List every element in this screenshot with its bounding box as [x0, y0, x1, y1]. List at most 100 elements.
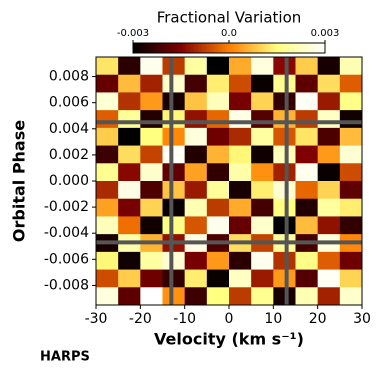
colorbar-swatch	[187, 43, 190, 53]
heatmap-cell	[339, 251, 363, 271]
colorbar-swatch	[137, 43, 140, 53]
colorbar-swatch	[163, 43, 166, 53]
heatmap-cell	[251, 251, 274, 271]
heatmap-cell	[162, 127, 186, 147]
colorbar-swatch	[199, 43, 202, 53]
y-tick-label: 0.002	[49, 147, 89, 163]
colorbar-swatch	[195, 43, 198, 53]
heatmap-cell	[229, 216, 252, 235]
colorbar-swatch	[309, 43, 312, 53]
colorbar-swatch	[159, 43, 162, 53]
colorbar-swatch	[227, 43, 230, 53]
colorbar-swatch	[203, 43, 206, 53]
heatmap-cell	[295, 181, 319, 200]
heatmap-cell	[295, 74, 319, 93]
colorbar-swatch	[135, 43, 138, 53]
heatmap-cell	[140, 74, 163, 93]
colorbar-swatch	[173, 43, 176, 53]
heatmap-cell	[184, 74, 208, 93]
heatmap-cell	[162, 74, 186, 93]
heatmap-cell	[317, 74, 341, 93]
colorbar-swatch	[307, 43, 310, 53]
colorbar-swatch	[297, 43, 300, 53]
heatmap-cell	[251, 216, 274, 235]
heatmap-cell	[229, 110, 252, 129]
heatmap-cell	[295, 127, 319, 147]
colorbar-swatch	[217, 43, 220, 53]
heatmap-cell	[339, 92, 363, 111]
heatmap-cell	[317, 92, 341, 111]
heatmap-cell	[140, 127, 163, 147]
colorbar-swatch	[279, 43, 282, 53]
colorbar-swatch	[181, 43, 184, 53]
heatmap-cell	[251, 92, 274, 111]
heatmap-cell	[295, 110, 319, 129]
colorbar-swatch	[171, 43, 174, 53]
heatmap-cell	[251, 74, 274, 93]
heatmap-cell	[229, 269, 252, 288]
colorbar-swatch	[275, 43, 278, 53]
colorbar-swatch	[247, 43, 250, 53]
heatmap-cell	[229, 74, 252, 93]
heatmap-cell	[162, 287, 186, 306]
heatmap-cell	[317, 57, 341, 76]
colorbar-swatch	[193, 43, 196, 53]
colorbar-swatch	[209, 43, 212, 53]
heatmap-cell	[162, 216, 186, 235]
colorbar-swatch	[185, 43, 188, 53]
colorbar-swatch	[243, 43, 246, 53]
heatmap-cell	[184, 216, 208, 235]
colorbar-swatch	[301, 43, 304, 53]
colorbar-swatch	[205, 43, 208, 53]
heatmap-cell	[140, 198, 163, 217]
annotation: HARPS	[40, 350, 90, 365]
colorbar-swatch	[251, 43, 254, 53]
heatmap-cell	[184, 127, 208, 147]
colorbar-swatch	[311, 43, 314, 53]
heatmap-cell	[229, 92, 252, 111]
heatmap-cell	[162, 110, 186, 129]
heatmap-cell	[339, 181, 363, 200]
colorbar-swatch	[241, 43, 244, 53]
heatmap-cell	[162, 198, 186, 217]
heatmap-cell	[118, 92, 141, 111]
colorbar-swatch	[287, 43, 290, 53]
colorbar-swatch	[225, 43, 228, 53]
colorbar-swatch	[175, 43, 178, 53]
colorbar-swatch	[299, 43, 302, 53]
heatmap-cell	[339, 74, 363, 93]
colorbar-swatch	[269, 43, 272, 53]
x-tick-label: -10	[173, 311, 196, 327]
heatmap-cell	[96, 74, 119, 93]
colorbar-swatch	[249, 43, 252, 53]
heatmap-cell	[118, 287, 141, 306]
heatmap-cell	[206, 269, 230, 288]
colorbar-swatch	[259, 43, 262, 53]
colorbar-swatch	[289, 43, 292, 53]
heatmap-cell	[295, 251, 319, 271]
heatmap-cell	[118, 198, 141, 217]
colorbar-swatch	[291, 43, 294, 53]
heatmap-cell	[184, 251, 208, 271]
heatmap-cell	[140, 145, 163, 164]
colorbar-swatch	[215, 43, 218, 53]
y-tick-label: 0.006	[49, 95, 89, 111]
heatmap-cell	[96, 269, 119, 288]
heatmap-cell	[118, 251, 141, 271]
x-tick-label: 10	[264, 311, 282, 327]
heatmap-cell	[140, 251, 163, 271]
heatmap-cell	[295, 145, 319, 164]
colorbar-swatch	[271, 43, 274, 53]
colorbar-swatch	[323, 43, 326, 53]
y-tick-label: -0.006	[44, 251, 89, 267]
heatmap-cell	[317, 287, 341, 306]
heatmap-cell	[295, 57, 319, 76]
colorbar-swatch	[315, 43, 318, 53]
heatmap-cell	[206, 216, 230, 235]
heatmap-cell	[184, 163, 208, 182]
heatmap-cell	[229, 127, 252, 147]
heatmap-cell	[206, 74, 230, 93]
heatmap-cell	[229, 163, 252, 182]
colorbar-swatch	[153, 43, 156, 53]
heatmap-cell	[206, 110, 230, 129]
